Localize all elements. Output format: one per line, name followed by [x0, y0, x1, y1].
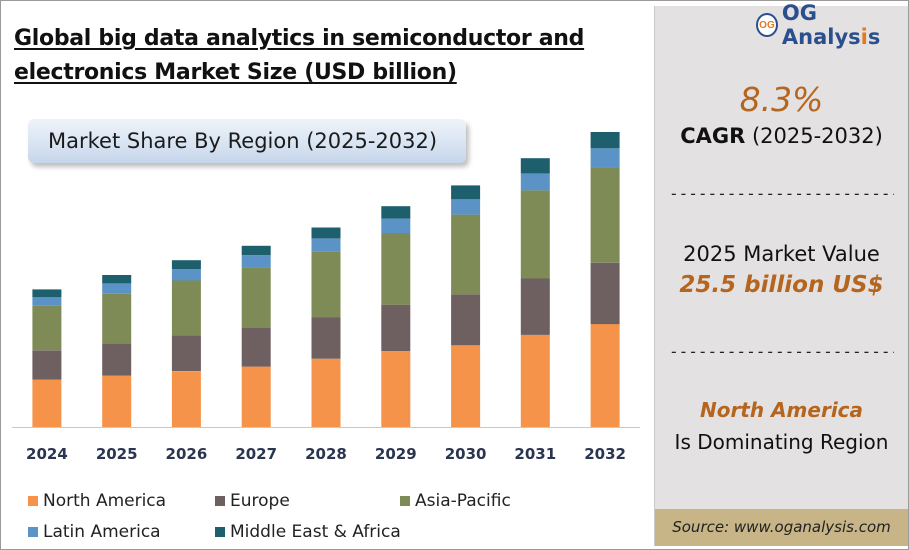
- bar-segment-2028-north-america: [311, 358, 341, 427]
- x-tick-label: 2028: [305, 445, 347, 463]
- dominating-label: Is Dominating Region: [674, 430, 889, 454]
- bar-segment-2025-latin-america: [102, 283, 132, 294]
- bar-segment-2024-latin-america: [32, 297, 62, 306]
- market-value-label: 2025 Market Value: [683, 242, 880, 266]
- bar-segment-2028-asia-pacific: [311, 251, 341, 318]
- bar-segment-2029-middle-east-africa: [381, 206, 411, 219]
- bar-segment-2031-europe: [520, 278, 550, 335]
- source-note: Source: www.oganalysis.com: [655, 509, 908, 546]
- chart-title: Global big data analytics in semiconduct…: [14, 26, 585, 85]
- bar-segment-2031-middle-east-africa: [520, 158, 550, 174]
- x-tick-label: 2026: [166, 445, 208, 463]
- bar-segment-2028-middle-east-africa: [311, 227, 341, 239]
- bar-segment-2024-europe: [32, 350, 62, 380]
- x-tick-label: 2029: [375, 445, 417, 463]
- bar-segment-2032-middle-east-africa: [590, 132, 620, 149]
- bar-segment-2026-north-america: [171, 371, 201, 427]
- x-tick-label: 2024: [26, 445, 68, 463]
- cagr-label: CAGR (2025-2032): [680, 124, 883, 148]
- divider-bottom: -----------------------------: [669, 342, 894, 361]
- stacked-bar-chart: 2024 2025 2026 2027 2028 2029 2030 2031 2032: [12, 132, 640, 463]
- bar-segment-2028-latin-america: [311, 238, 341, 252]
- og-analysis-logo: OG OG Analysis: [756, 1, 908, 49]
- divider-top: -----------------------------: [669, 184, 894, 203]
- bar-segment-2029-north-america: [381, 351, 411, 427]
- bar-segment-2026-europe: [171, 335, 201, 371]
- bar-segment-2027-north-america: [241, 366, 271, 427]
- bar-segment-2030-north-america: [451, 345, 481, 427]
- x-tick-label: 2027: [235, 445, 277, 463]
- bar-segment-2026-latin-america: [171, 269, 201, 281]
- bar-segment-2025-asia-pacific: [102, 293, 132, 344]
- dominating-region: North America: [699, 398, 864, 422]
- bar-segment-2032-latin-america: [590, 148, 620, 168]
- bar-segment-2028-europe: [311, 317, 341, 359]
- bar-segment-2030-asia-pacific: [451, 214, 481, 295]
- bar-segment-2027-europe: [241, 328, 271, 367]
- bar-segment-2030-latin-america: [451, 199, 481, 215]
- bar-segment-2027-middle-east-africa: [241, 245, 271, 256]
- bar-segment-2027-latin-america: [241, 255, 271, 268]
- market-value: 25.5 billion US$: [679, 272, 884, 298]
- bar-segment-2027-asia-pacific: [241, 267, 271, 328]
- bar-segment-2032-north-america: [590, 324, 620, 427]
- bar-segment-2024-asia-pacific: [32, 305, 62, 351]
- bar-segment-2032-europe: [590, 262, 620, 325]
- bar-segment-2031-asia-pacific: [520, 190, 550, 279]
- x-tick-label: 2025: [96, 445, 138, 463]
- bar-segment-2026-asia-pacific: [171, 280, 201, 336]
- summary-panel: OG OG Analysis 8.3% CAGR (2025-2032) ---…: [654, 1, 908, 546]
- cagr-value: 8.3%: [739, 80, 824, 119]
- logo-text: OG Analysis: [781, 1, 881, 49]
- logo-mark: OG: [756, 13, 778, 37]
- bar-segment-2030-europe: [451, 294, 481, 346]
- chart-subtitle: Market Share By Region (2025-2032): [48, 129, 438, 153]
- bar-segment-2031-latin-america: [520, 173, 550, 191]
- bar-segment-2029-asia-pacific: [381, 233, 411, 305]
- bar-segment-2029-latin-america: [381, 218, 411, 233]
- x-tick-label: 2030: [445, 445, 487, 463]
- bar-segment-2030-middle-east-africa: [451, 185, 481, 200]
- bar-segment-2029-europe: [381, 304, 411, 352]
- bar-segment-2026-middle-east-africa: [171, 260, 201, 270]
- bar-segment-2031-north-america: [520, 334, 550, 427]
- x-tick-label: 2032: [584, 445, 626, 463]
- bar-segment-2025-north-america: [102, 375, 132, 427]
- bar-segment-2025-europe: [102, 343, 132, 376]
- bar-segment-2024-north-america: [32, 379, 62, 427]
- subtitle-box: Market Share By Region (2025-2032): [28, 119, 466, 163]
- bar-segment-2024-middle-east-africa: [32, 289, 62, 298]
- x-tick-label: 2031: [514, 445, 556, 463]
- bar-segment-2025-middle-east-africa: [102, 275, 132, 284]
- bar-segment-2032-asia-pacific: [590, 167, 620, 263]
